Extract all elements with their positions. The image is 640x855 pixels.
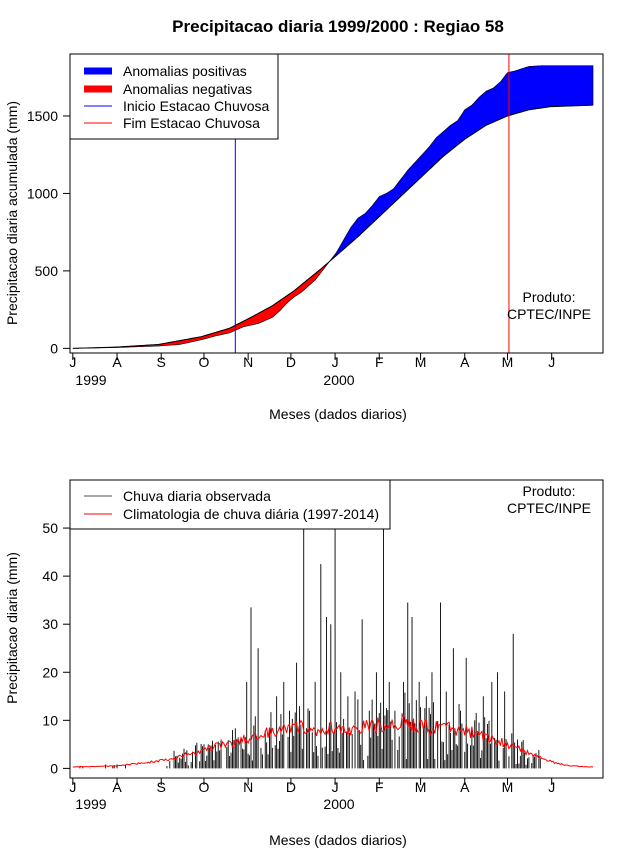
daily-rain-chart: J A S O N D J F M A M J 1999 2000 0 10 20 30 40 50 Meses…	[4, 479, 604, 848]
product-label: Produto:	[523, 483, 576, 499]
x-tick-label: J	[69, 779, 76, 795]
y-tick-label: 30	[42, 616, 58, 632]
x-tick-label: J	[548, 779, 555, 795]
x-tick-label: A	[112, 779, 122, 795]
y-tick-label: 40	[42, 568, 58, 584]
product-name: CPTEC/INPE	[507, 306, 591, 322]
legend-label-end: Fim Estacao Chuvosa	[123, 115, 260, 131]
positive-anomaly-area	[327, 65, 594, 265]
y-tick-label: 50	[42, 520, 58, 536]
x-tick-label: J	[548, 354, 555, 370]
x-tick-label: A	[112, 354, 122, 370]
x-tick-label: M	[502, 354, 514, 370]
legend-box	[69, 479, 391, 530]
legend: Anomalias positivas Anomalias negativas …	[69, 53, 279, 140]
legend-label-start: Inicio Estacao Chuvosa	[123, 98, 270, 114]
x-tick-label: A	[460, 779, 470, 795]
x-tick-label: S	[157, 354, 166, 370]
y-tick-label: 0	[50, 340, 58, 356]
legend: Chuva diaria observada Climatologia de c…	[69, 479, 391, 530]
negative-anomaly-area	[72, 262, 329, 349]
cumulative-chart: J A S O N D J F M A M J 1999 2000 0 500 1000 1500 Mese…	[4, 53, 604, 422]
y-tick-label: 500	[35, 263, 59, 279]
year-label: 1999	[75, 796, 106, 812]
x-tick-label: A	[460, 354, 470, 370]
x-tick-label: J	[332, 779, 339, 795]
y-tick-label: 20	[42, 664, 58, 680]
x-tick-label: F	[375, 779, 384, 795]
x-tick-label: M	[415, 779, 427, 795]
y-axis-ticks: 0 500 1000 1500	[27, 108, 70, 356]
x-tick-label: J	[69, 354, 76, 370]
chart-title: Precipitacao diaria 1999/2000 : Regiao 5…	[172, 17, 504, 36]
x-tick-label: M	[415, 354, 427, 370]
y-tick-label: 1500	[27, 108, 58, 124]
x-tick-label: N	[243, 354, 253, 370]
y-tick-label: 10	[42, 712, 58, 728]
legend-label-positive: Anomalias positivas	[123, 63, 247, 79]
x-tick-label: O	[199, 779, 210, 795]
climatology-cumulative-line	[72, 104, 594, 349]
y-axis-label: Precipitacao diaria (mm)	[4, 552, 20, 704]
x-tick-label: D	[286, 779, 296, 795]
x-tick-label: O	[199, 354, 210, 370]
product-label: Produto:	[523, 289, 576, 305]
legend-label-observed: Chuva diaria observada	[123, 488, 271, 504]
x-tick-label: M	[502, 779, 514, 795]
y-tick-label: 0	[50, 760, 58, 776]
legend-label-climatology: Climatologia de chuva diária (1997-2014)	[123, 506, 379, 522]
climatology-daily-line	[72, 714, 594, 768]
year-label: 2000	[323, 372, 354, 388]
x-tick-label: D	[286, 354, 296, 370]
x-axis-label: Meses (dados diarios)	[269, 832, 407, 848]
year-label: 1999	[75, 372, 106, 388]
x-tick-label: N	[243, 779, 253, 795]
x-tick-label: F	[375, 354, 384, 370]
product-name: CPTEC/INPE	[507, 500, 591, 516]
x-axis-label: Meses (dados diarios)	[269, 406, 407, 422]
x-tick-label: S	[157, 779, 166, 795]
x-tick-label: J	[332, 354, 339, 370]
y-tick-label: 1000	[27, 185, 58, 201]
legend-label-negative: Anomalias negativas	[123, 81, 252, 97]
y-axis-ticks: 0 10 20 30 40 50	[42, 520, 70, 776]
year-label: 2000	[323, 796, 354, 812]
y-axis-label: Precipitacao diaria acumulada (mm)	[4, 101, 20, 325]
